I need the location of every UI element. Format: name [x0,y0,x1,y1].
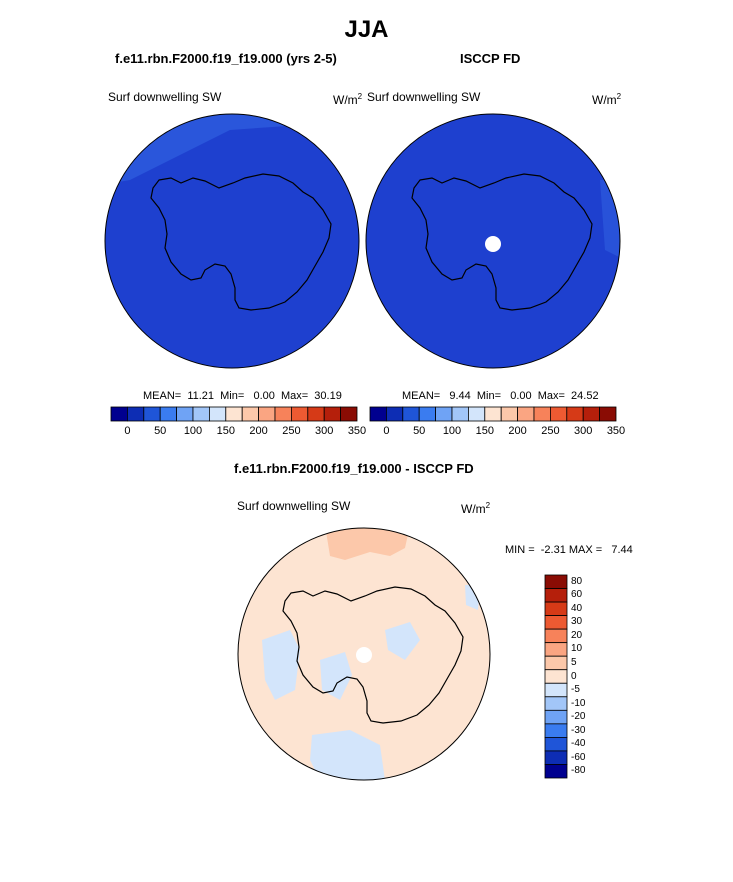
colorbar-swatch [484,406,502,422]
colorbar-swatch [544,737,568,752]
colorbar-swatch [159,406,177,422]
colorbar-tick-label: 250 [541,425,560,437]
left-field [105,114,359,368]
main-title: JJA [344,16,389,43]
colorbar-swatch [544,696,568,711]
left-map-border [104,113,360,369]
colorbar-swatch [517,406,535,422]
diff-variable-label: Surf downwelling SW [237,499,351,513]
colorbar-swatch [435,406,453,422]
left-variable-label: Surf downwelling SW [108,90,222,104]
colorbar-tick-label: 50 [413,425,426,437]
diff-negative-patch-4 [320,652,352,700]
left-panel-title: f.e11.rbn.F2000.f19_f19.000 (yrs 2-5) [115,51,337,66]
colorbar-tick-label: 350 [347,425,367,437]
colorbar-swatch [323,406,342,422]
right-map-border [365,113,621,369]
diff-negative-patch-2 [310,730,385,780]
colorbar-swatch [340,406,358,422]
colorbar-swatch [544,709,568,725]
colorbar-swatch [544,642,568,657]
diff-panel-title: f.e11.rbn.F2000.f19_f19.000 - ISCCP FD [234,461,474,476]
colorbar-swatch [192,406,210,422]
diff-map [237,527,491,781]
diff-colorbar [544,574,568,779]
left-units-label: W/m2 [333,92,363,107]
colorbar-swatch [599,406,617,422]
colorbar-swatch [550,406,568,422]
diff-positive-patch [325,528,410,560]
left-map [104,113,360,369]
colorbar-tick-label: 50 [154,425,167,437]
right-variable-label: Surf downwelling SW [367,90,481,104]
colorbar-tick-label: 300 [315,425,334,437]
colorbar-swatch [225,406,243,422]
colorbar-swatch [290,406,309,422]
diff-map-border [237,527,491,781]
colorbar-tick-label: 300 [574,425,593,437]
right-units-label: W/m2 [592,92,622,107]
colorbar-swatch [566,406,584,422]
colorbar-swatch [544,750,568,765]
colorbar-tick-label: 150 [475,425,494,437]
diff-negative-patch-3 [385,622,420,660]
left-colorbar-labels: 0 50 100 150 200 250 300 350 [0,425,733,441]
diff-stats: MIN = -2.31 MAX = 7.44 [505,544,633,556]
colorbar-swatch [544,574,568,589]
colorbar-swatch [402,406,420,422]
diff-missing-pole [356,647,372,663]
colorbar-swatch [533,406,551,422]
colorbar-swatch [127,406,145,422]
left-stats: MEAN= 11.21 Min= 0.00 Max= 30.19 [143,390,342,402]
colorbar-swatch [110,406,128,422]
colorbar-tick-label: 200 [249,425,268,437]
colorbar-swatch [258,406,276,422]
colorbar-swatch [500,406,519,422]
colorbar-swatch [544,615,568,630]
colorbar-swatch [208,406,227,422]
colorbar-swatch [307,406,325,422]
right-stats: MEAN= 9.44 Min= 0.00 Max= 24.52 [402,390,599,402]
colorbar-swatch [544,601,568,616]
diff-units-label: W/m2 [461,501,491,516]
colorbar-swatch [369,406,387,422]
diff-negative-patch-1 [262,630,300,700]
colorbar-swatch [544,723,568,738]
right-colorbar [369,406,617,422]
right-map [365,113,621,369]
colorbar-swatch [274,406,292,422]
colorbar-swatch [582,406,601,422]
colorbar-swatch [544,669,568,684]
right-colorbar-labels: 0 50 100 150 200 250 300 350 [0,425,733,441]
colorbar-swatch [544,764,568,779]
colorbar-swatch [143,406,161,422]
colorbar-swatch [544,628,568,644]
colorbar-tick-label: 100 [183,425,203,437]
colorbar-tick-label: 0 [124,425,131,437]
colorbar-swatch [451,406,469,422]
colorbar-swatch [241,406,259,422]
colorbar-tick-label: 350 [606,425,626,437]
right-missing-pole [485,236,501,252]
colorbar-tick-label: 100 [442,425,462,437]
colorbar-tick-label: 0 [383,425,390,437]
colorbar-swatch [176,406,194,422]
colorbar-swatch [467,406,486,422]
colorbar-swatch [418,406,437,422]
colorbar-tick-label: 250 [282,425,301,437]
colorbar-swatch [544,682,568,698]
left-colorbar [110,406,358,422]
colorbar-swatch [385,406,404,422]
colorbar-swatch [544,655,568,671]
colorbar-tick-label: 200 [508,425,527,437]
colorbar-tick-label: 150 [216,425,235,437]
right-panel-title: ISCCP FD [460,51,521,66]
colorbar-swatch [544,588,568,603]
